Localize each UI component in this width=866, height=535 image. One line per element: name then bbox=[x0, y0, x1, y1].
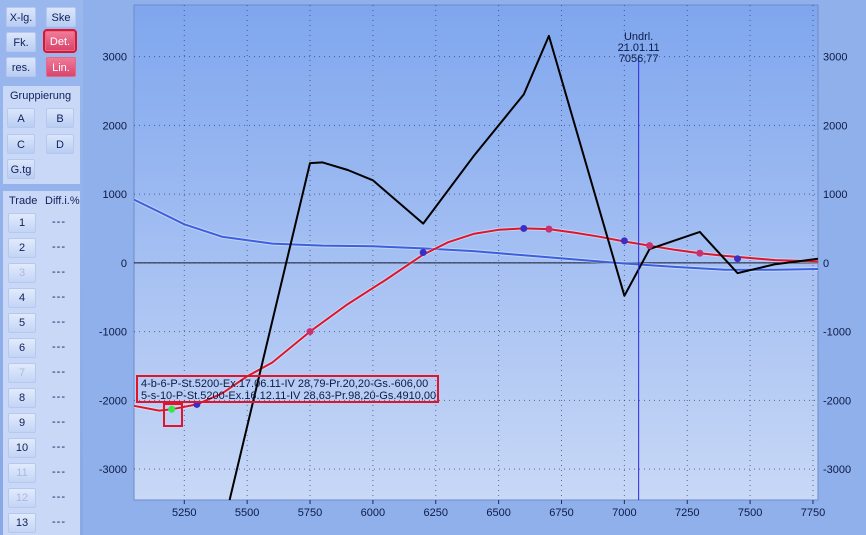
trade-info-line-1: 4-b-6-P-St.5200-Ex.17.06.11-IV 28,79-Pr.… bbox=[141, 378, 429, 390]
x-tick-label: 7750 bbox=[801, 507, 825, 519]
data-point bbox=[734, 255, 742, 263]
trade-diff-10: --- bbox=[52, 441, 66, 453]
y-tick-label-right: -3000 bbox=[823, 464, 851, 476]
trade-diff-11: --- bbox=[52, 466, 66, 478]
blue-series-line bbox=[133, 198, 819, 271]
trade-button-10[interactable]: 10 bbox=[8, 438, 36, 458]
trade-diff-3: --- bbox=[52, 266, 66, 278]
group-a-button[interactable]: A bbox=[7, 108, 35, 128]
data-point bbox=[545, 225, 553, 233]
trade-button-13[interactable]: 13 bbox=[8, 513, 36, 533]
y-tick-label-left: -1000 bbox=[99, 327, 127, 339]
y-tick-label-right: -1000 bbox=[823, 327, 851, 339]
data-point bbox=[646, 242, 654, 250]
trade-diff-13: --- bbox=[52, 516, 66, 528]
x-lg-button[interactable]: X-lg. bbox=[6, 7, 36, 27]
data-point bbox=[168, 405, 176, 413]
marker-label-3: 7056,77 bbox=[619, 53, 659, 65]
red-series-line bbox=[133, 227, 819, 412]
trade-button-4[interactable]: 4 bbox=[8, 288, 36, 308]
selected-point-box bbox=[163, 403, 183, 427]
trade-button-5[interactable]: 5 bbox=[8, 313, 36, 333]
trade-diff-8: --- bbox=[52, 391, 66, 403]
trade-button-7[interactable]: 7 bbox=[8, 363, 36, 383]
res-button[interactable]: res. bbox=[6, 57, 36, 77]
x-tick-label: 5500 bbox=[235, 507, 259, 519]
marker-label-2: 21.01.11 bbox=[618, 42, 660, 54]
group-c-button[interactable]: C bbox=[7, 134, 35, 154]
y-tick-label-left: 2000 bbox=[103, 120, 127, 132]
x-tick-label: 6750 bbox=[549, 507, 573, 519]
trade-diff-9: --- bbox=[52, 416, 66, 428]
x-tick-label: 7500 bbox=[738, 507, 762, 519]
trade-info-box: 4-b-6-P-St.5200-Ex.17.06.11-IV 28,79-Pr.… bbox=[136, 375, 439, 403]
trade-button-9[interactable]: 9 bbox=[8, 413, 36, 433]
det-button[interactable]: Det. bbox=[43, 29, 77, 53]
y-tick-label-left: 3000 bbox=[103, 52, 127, 64]
trade-button-8[interactable]: 8 bbox=[8, 388, 36, 408]
trade-diff-6: --- bbox=[52, 341, 66, 353]
trade-button-12[interactable]: 12 bbox=[8, 488, 36, 508]
trade-diff-7: --- bbox=[52, 366, 66, 378]
y-tick-label-right: 0 bbox=[823, 258, 829, 270]
black-series-line bbox=[228, 34, 819, 501]
trade-diff-12: --- bbox=[52, 491, 66, 503]
x-tick-label: 6500 bbox=[486, 507, 510, 519]
trade-button-3[interactable]: 3 bbox=[8, 263, 36, 283]
fk-button[interactable]: Fk. bbox=[6, 32, 36, 52]
x-tick-label: 7250 bbox=[675, 507, 699, 519]
lin-button[interactable]: Lin. bbox=[46, 57, 76, 77]
data-point bbox=[620, 237, 628, 245]
y-tick-label-left: -2000 bbox=[99, 395, 127, 407]
y-tick-label-left: 0 bbox=[121, 258, 127, 270]
group-b-button[interactable]: B bbox=[46, 108, 74, 128]
trade-info-line-2: 5-s-10-P-St.5200-Ex.16.12.11-IV 28,63-Pr… bbox=[141, 390, 437, 402]
x-tick-label: 6000 bbox=[361, 507, 385, 519]
data-point bbox=[306, 328, 314, 336]
trade-button-11[interactable]: 11 bbox=[8, 463, 36, 483]
y-tick-label-right: 2000 bbox=[823, 120, 847, 132]
y-tick-label-left: 1000 bbox=[103, 189, 127, 201]
trade-diff-4: --- bbox=[52, 291, 66, 303]
y-tick-label-right: -2000 bbox=[823, 395, 851, 407]
marker-label-1: Undrl. bbox=[624, 31, 653, 43]
x-tick-label: 5750 bbox=[298, 507, 322, 519]
y-tick-label-left: -3000 bbox=[99, 464, 127, 476]
trade-diff-1: --- bbox=[52, 216, 66, 228]
plot-area bbox=[133, 4, 819, 501]
ske-button[interactable]: Ske bbox=[46, 7, 76, 27]
trade-button-6[interactable]: 6 bbox=[8, 338, 36, 358]
group-d-button[interactable]: D bbox=[46, 134, 74, 154]
trade-diff-2: --- bbox=[52, 241, 66, 253]
data-point bbox=[419, 249, 427, 256]
data-point bbox=[696, 249, 704, 257]
trade-diff-5: --- bbox=[52, 316, 66, 328]
x-tick-label: 5250 bbox=[172, 507, 196, 519]
y-tick-label-right: 1000 bbox=[823, 189, 847, 201]
data-point bbox=[520, 224, 528, 232]
trade-button-1[interactable]: 1 bbox=[8, 213, 36, 233]
y-tick-label-right: 3000 bbox=[823, 52, 847, 64]
diff-header: Diff.i.% bbox=[45, 195, 80, 207]
x-tick-label: 6250 bbox=[424, 507, 448, 519]
trade-button-2[interactable]: 2 bbox=[8, 238, 36, 258]
grouping-title: Gruppierung bbox=[10, 90, 72, 102]
group-gtg-button[interactable]: G.tg bbox=[7, 159, 35, 179]
x-tick-label: 7000 bbox=[612, 507, 636, 519]
trade-header: Trade bbox=[9, 195, 38, 207]
